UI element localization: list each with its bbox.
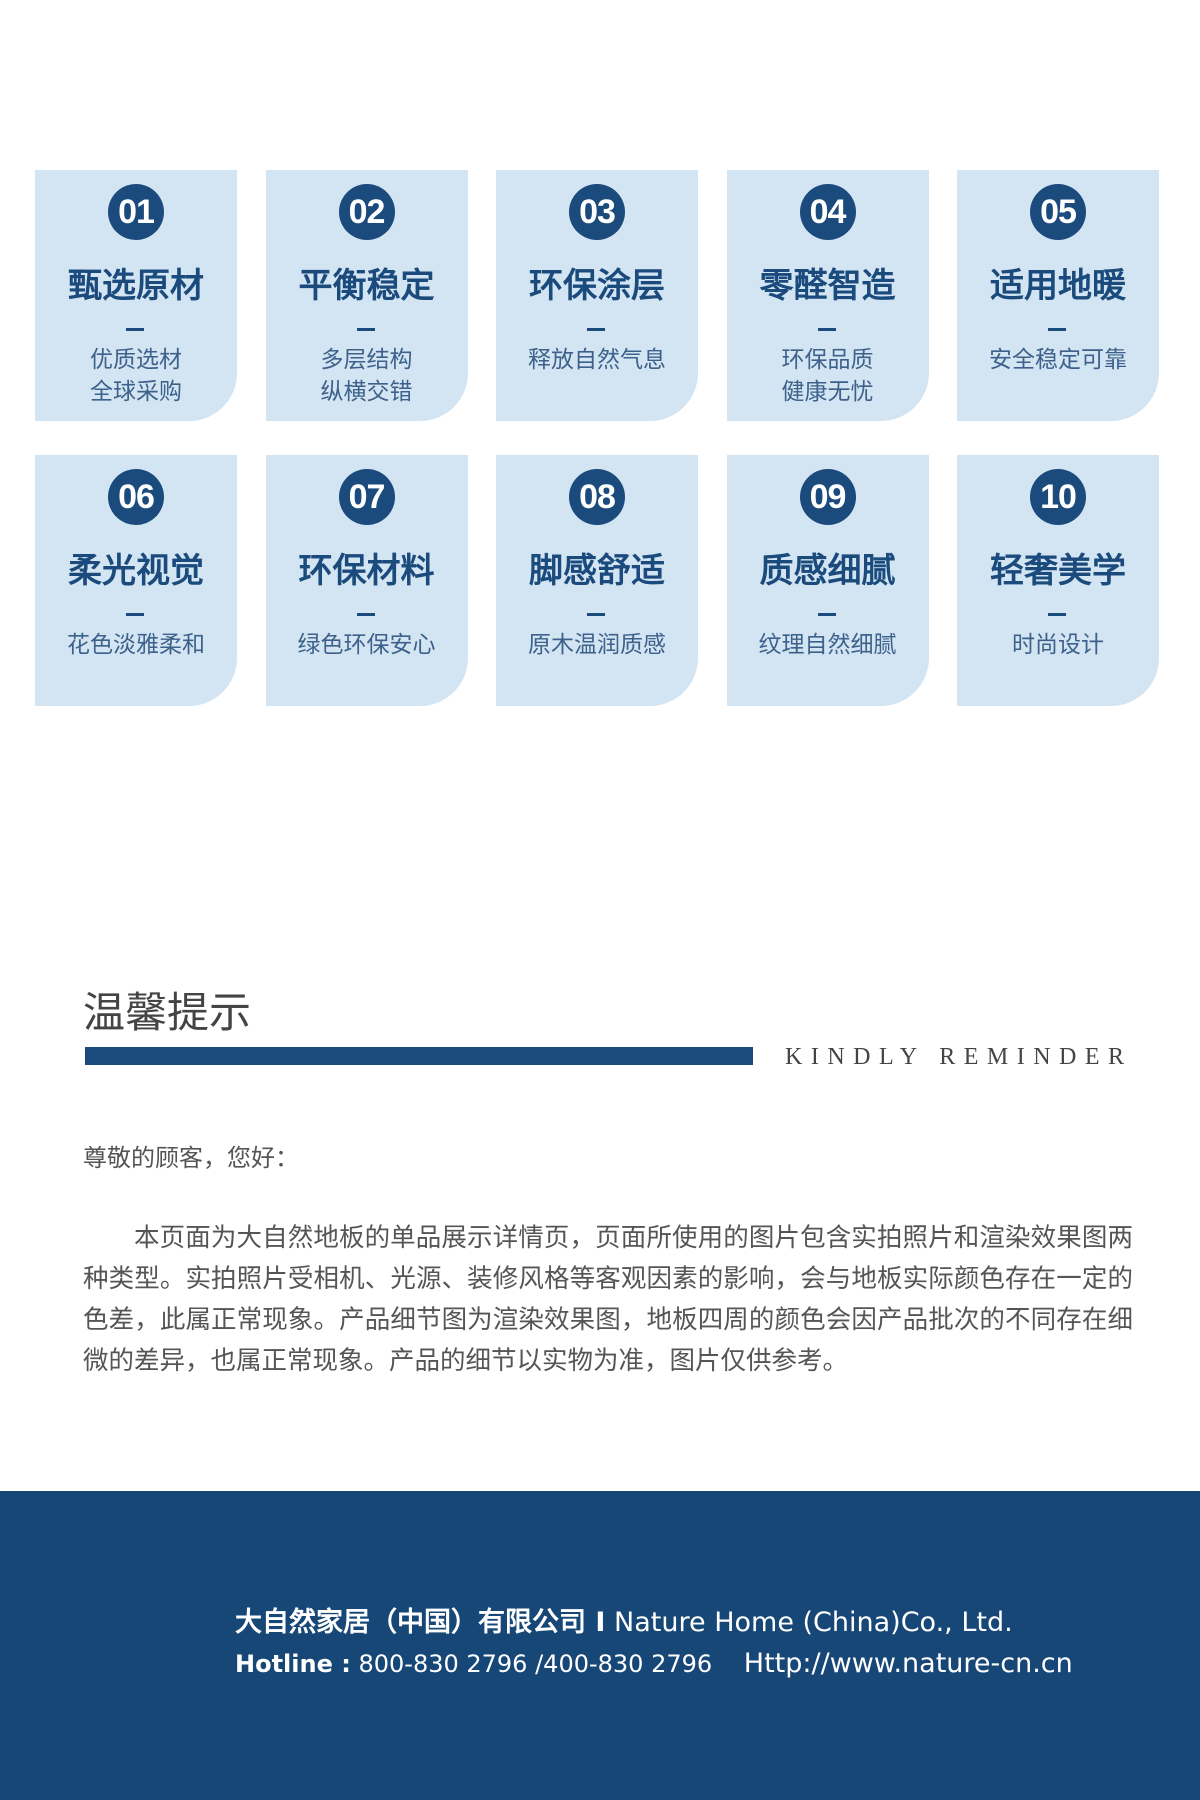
dash-divider bbox=[587, 613, 605, 616]
company-name-en: Nature Home (China)Co., Ltd. bbox=[614, 1607, 1013, 1638]
reminder-subtitle: KINDLY REMINDER bbox=[785, 1044, 1133, 1070]
feature-card: 08 脚感舒适 原木温润质感 bbox=[496, 455, 698, 706]
feature-desc-line: 纹理自然细腻 bbox=[758, 632, 897, 658]
feature-desc-line: 原木温润质感 bbox=[528, 632, 666, 658]
feature-number-badge: 09 bbox=[799, 469, 856, 525]
dash-divider bbox=[817, 613, 836, 616]
feature-description: 安全稳定可靠 bbox=[957, 344, 1159, 376]
feature-card: 10 轻奢美学 时尚设计 bbox=[957, 455, 1159, 706]
feature-number-badge: 08 bbox=[569, 469, 625, 525]
feature-desc-line: 健康无忧 bbox=[781, 379, 874, 405]
feature-desc-line: 绿色环保安心 bbox=[297, 632, 436, 658]
feature-number-badge: 10 bbox=[1030, 469, 1086, 525]
feature-desc-line: 多层结构 bbox=[320, 347, 413, 373]
feature-card: 07 环保材料 绿色环保安心 bbox=[265, 455, 468, 706]
footer-contact: Hotline : 800-830 2796 /400-830 2796 Htt… bbox=[235, 1647, 1073, 1681]
feature-number-badge: 05 bbox=[1030, 184, 1086, 240]
feature-desc-line: 释放自然气息 bbox=[528, 347, 666, 373]
feature-title: 轻奢美学 bbox=[990, 551, 1126, 591]
feature-number-badge: 01 bbox=[108, 184, 164, 240]
feature-card: 09 质感细腻 纹理自然细腻 bbox=[726, 455, 929, 706]
reminder-greeting: 尊敬的顾客，您好： bbox=[83, 1144, 299, 1172]
dash-divider bbox=[356, 328, 375, 331]
feature-desc-line: 时尚设计 bbox=[1012, 632, 1104, 658]
footer: 大自然家居（中国）有限公司 I Nature Home (China)Co., … bbox=[0, 1491, 1200, 1800]
feature-description: 时尚设计 bbox=[957, 629, 1159, 661]
feature-title: 脚感舒适 bbox=[529, 551, 665, 591]
feature-desc-line: 安全稳定可靠 bbox=[989, 347, 1127, 373]
feature-number-badge: 07 bbox=[338, 469, 395, 525]
feature-description: 纹理自然细腻 bbox=[727, 629, 929, 661]
reminder-body: 本页面为大自然地板的单品展示详情页，页面所使用的图片包含实拍照片和渲染效果图两种… bbox=[83, 1223, 1133, 1376]
dash-divider bbox=[817, 328, 836, 331]
hotline-number: 800-830 2796 /400-830 2796 bbox=[358, 1650, 713, 1678]
dash-divider bbox=[126, 613, 144, 616]
dash-divider bbox=[1048, 328, 1066, 331]
feature-desc-line: 花色淡雅柔和 bbox=[67, 632, 205, 658]
website-link[interactable]: Http://www.nature-cn.cn bbox=[743, 1648, 1073, 1679]
feature-card: 06 柔光视觉 花色淡雅柔和 bbox=[35, 455, 237, 706]
feature-number-badge: 02 bbox=[338, 184, 395, 240]
company-name-cn: 大自然家居（中国）有限公司 I bbox=[235, 1607, 606, 1638]
feature-description: 优质选材 全球采购 bbox=[35, 344, 237, 408]
feature-card: 03 环保涂层 释放自然气息 bbox=[496, 170, 698, 421]
feature-title: 柔光视觉 bbox=[68, 551, 204, 591]
feature-description: 释放自然气息 bbox=[496, 344, 698, 376]
feature-number-badge: 06 bbox=[108, 469, 164, 525]
feature-description: 花色淡雅柔和 bbox=[35, 629, 237, 661]
dash-divider bbox=[587, 328, 605, 331]
feature-description: 环保品质 健康无忧 bbox=[727, 344, 929, 408]
feature-number-badge: 03 bbox=[569, 184, 625, 240]
feature-title: 甄选原材 bbox=[68, 266, 204, 306]
feature-desc-line: 全球采购 bbox=[90, 379, 182, 405]
feature-title: 零醛智造 bbox=[759, 266, 896, 306]
feature-title: 环保材料 bbox=[298, 551, 435, 591]
hotline-label: Hotline : bbox=[235, 1650, 351, 1678]
feature-description: 原木温润质感 bbox=[496, 629, 698, 661]
feature-card: 02 平衡稳定 多层结构纵横交错 bbox=[265, 170, 468, 421]
feature-description: 绿色环保安心 bbox=[266, 629, 468, 661]
dash-divider bbox=[126, 328, 144, 331]
footer-company: 大自然家居（中国）有限公司 I Nature Home (China)Co., … bbox=[235, 1605, 1013, 1641]
feature-title: 质感细腻 bbox=[759, 551, 896, 591]
feature-desc-line: 环保品质 bbox=[781, 347, 874, 373]
feature-card: 01 甄选原材 优质选材全球采购 bbox=[35, 170, 237, 421]
feature-number-badge: 04 bbox=[799, 184, 856, 240]
feature-card: 04 零醛智造 环保品质健康无忧 bbox=[726, 170, 929, 421]
feature-title: 平衡稳定 bbox=[298, 266, 435, 306]
dash-divider bbox=[1048, 613, 1066, 616]
reminder-divider-bar bbox=[85, 1047, 753, 1065]
feature-title: 环保涂层 bbox=[529, 266, 665, 306]
feature-title: 适用地暖 bbox=[990, 266, 1126, 306]
feature-desc-line: 优质选材 bbox=[90, 347, 182, 373]
dash-divider bbox=[356, 613, 375, 616]
feature-desc-line: 纵横交错 bbox=[320, 379, 413, 405]
reminder-title: 温馨提示 bbox=[83, 988, 252, 1037]
feature-description: 多层结构 纵横交错 bbox=[266, 344, 468, 408]
feature-card: 05 适用地暖 安全稳定可靠 bbox=[957, 170, 1159, 421]
